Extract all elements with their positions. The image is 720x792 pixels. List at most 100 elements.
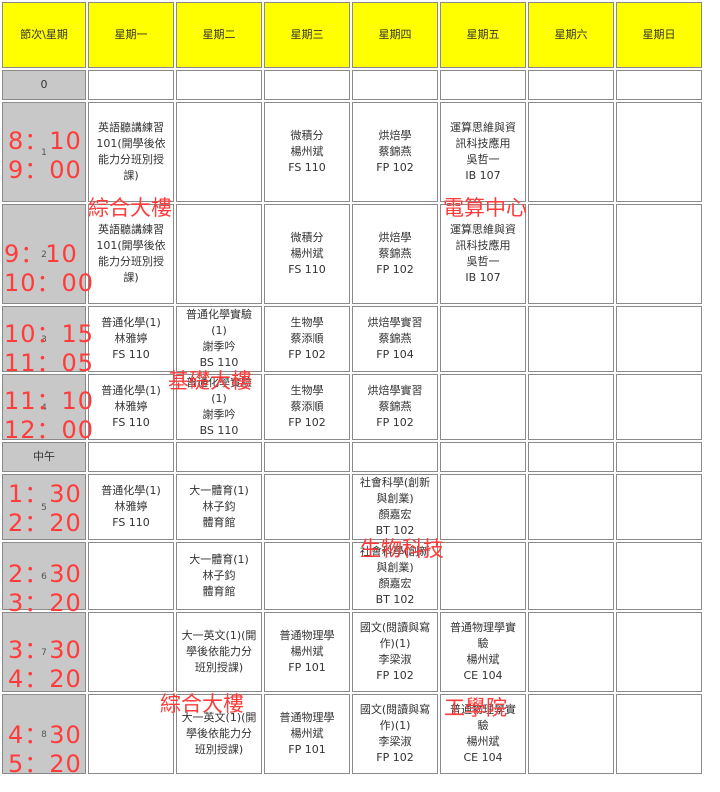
course-text: 國文(閱讀與寫 作)(1) 李梁淑 FP 102 — [359, 703, 431, 764]
course-cell — [352, 442, 438, 472]
course-cell — [616, 542, 702, 610]
course-cell — [440, 542, 526, 610]
course-cell — [616, 474, 702, 540]
course-text: 大一英文(1)(開 學後依能力分 班別授課) — [181, 629, 257, 674]
course-text: 微積分 楊州斌 FS 110 — [288, 231, 326, 276]
course-text: 大一體育(1) 林子鈞 體育館 — [189, 553, 249, 598]
course-cell — [528, 442, 614, 472]
course-cell: 普通物理學 楊州斌 FP 101 — [264, 612, 350, 692]
course-cell — [88, 612, 174, 692]
header-day-sun: 星期日 — [616, 2, 702, 68]
course-text: 普通物理學 楊州斌 FP 101 — [279, 629, 335, 674]
course-cell: 國文(閱讀與寫 作)(1) 李梁淑 FP 102 — [352, 694, 438, 774]
course-text: 運算思維與資 訊科技應用 吳哲一 IB 107 — [450, 121, 516, 182]
period-label: 中午 — [2, 442, 86, 472]
course-cell — [528, 474, 614, 540]
course-cell — [440, 442, 526, 472]
course-text: 普通化學(1) 林雅婷 FS 110 — [101, 316, 161, 361]
period-label: 6 — [2, 542, 86, 610]
course-cell — [176, 102, 262, 202]
course-text: 英語聽講練習 101(開學後依 能力分班別授 課) — [96, 223, 166, 284]
period-label: 1 — [2, 102, 86, 202]
header-day-mon: 星期一 — [88, 2, 174, 68]
course-text: 普通化學(1) 林雅婷 FS 110 — [101, 484, 161, 529]
course-text: 生物學 蔡添順 FP 102 — [288, 316, 326, 361]
course-cell — [528, 70, 614, 100]
course-cell — [264, 474, 350, 540]
course-cell — [528, 612, 614, 692]
course-cell — [440, 374, 526, 440]
table-row: 5 普通化學(1) 林雅婷 FS 110 大一體育(1) 林子鈞 體育館 社會科學(創… — [2, 474, 702, 540]
course-cell — [88, 694, 174, 774]
course-text: 社會科學(創新 與創業) 顏嘉宏 BT 102 — [359, 545, 431, 606]
course-cell — [88, 70, 174, 100]
course-cell: 烘焙學 蔡錦燕 FP 102 — [352, 102, 438, 202]
course-cell: 烘焙學實習 蔡錦燕 FP 104 — [352, 306, 438, 372]
course-cell — [616, 306, 702, 372]
course-cell: 普通化學(1) 林雅婷 FS 110 — [88, 306, 174, 372]
table-row: 3 普通化學(1) 林雅婷 FS 110 普通化學實驗 (1) 謝季吟 BS 110… — [2, 306, 702, 372]
course-cell — [528, 542, 614, 610]
course-text: 生物學 蔡添順 FP 102 — [288, 384, 326, 429]
table-row: 0 — [2, 70, 702, 100]
course-cell — [88, 542, 174, 610]
table-row: 7 大一英文(1)(開 學後依能力分 班別授課) 普通物理學 楊州斌 FP 101 國… — [2, 612, 702, 692]
course-cell — [616, 612, 702, 692]
header-day-tue: 星期二 — [176, 2, 262, 68]
course-text: 普通化學(1) 林雅婷 FS 110 — [101, 384, 161, 429]
period-label: 8 — [2, 694, 86, 774]
course-cell: 大一體育(1) 林子鈞 體育館 — [176, 542, 262, 610]
course-text: 普通物理學實 驗 楊州斌 CE 104 — [450, 703, 516, 764]
course-cell: 大一英文(1)(開 學後依能力分 班別授課) — [176, 694, 262, 774]
course-text: 微積分 楊州斌 FS 110 — [288, 129, 326, 174]
course-cell: 普通化學(1) 林雅婷 FS 110 — [88, 474, 174, 540]
course-cell — [616, 442, 702, 472]
course-text: 運算思維與資 訊科技應用 吳哲一 IB 107 — [450, 223, 516, 284]
course-cell — [616, 694, 702, 774]
course-cell — [264, 542, 350, 610]
header-row: 節次\星期 星期一 星期二 星期三 星期四 星期五 星期六 星期日 — [2, 2, 702, 68]
header-corner: 節次\星期 — [2, 2, 86, 68]
course-cell — [528, 694, 614, 774]
course-cell: 大一英文(1)(開 學後依能力分 班別授課) — [176, 612, 262, 692]
timetable: 節次\星期 星期一 星期二 星期三 星期四 星期五 星期六 星期日 0 1 英語聽講… — [2, 2, 702, 774]
course-text: 大一英文(1)(開 學後依能力分 班別授課) — [181, 711, 257, 756]
course-cell: 國文(閱讀與寫 作)(1) 李梁淑 FP 102 — [352, 612, 438, 692]
course-text: 普通化學實驗 (1) 謝季吟 BS 110 — [186, 308, 252, 369]
course-cell: 微積分 楊州斌 FS 110 — [264, 102, 350, 202]
course-cell — [616, 204, 702, 304]
table-row: 6 大一體育(1) 林子鈞 體育館 社會科學(創新 與創業) 顏嘉宏 BT 102 — [2, 542, 702, 610]
course-cell — [176, 70, 262, 100]
period-number: 6 — [41, 571, 47, 582]
course-text: 國文(閱讀與寫 作)(1) 李梁淑 FP 102 — [359, 621, 431, 682]
period-number: 4 — [41, 402, 47, 413]
course-cell: 普通化學實驗 (1) 謝季吟 BS 110 — [176, 306, 262, 372]
period-number: 5 — [41, 502, 47, 513]
period-number: 中午 — [33, 450, 55, 463]
course-cell — [440, 474, 526, 540]
course-text: 烘焙學實習 蔡錦燕 FP 104 — [367, 316, 423, 361]
course-cell — [616, 102, 702, 202]
course-text: 烘焙學實習 蔡錦燕 FP 102 — [367, 384, 423, 429]
period-label: 7 — [2, 612, 86, 692]
period-label: 3 — [2, 306, 86, 372]
course-cell — [352, 70, 438, 100]
course-cell: 生物學 蔡添順 FP 102 — [264, 306, 350, 372]
header-day-thu: 星期四 — [352, 2, 438, 68]
course-cell — [528, 204, 614, 304]
course-text: 普通化學實驗 (1) 謝季吟 BS 110 — [186, 376, 252, 437]
period-label: 5 — [2, 474, 86, 540]
course-cell — [176, 204, 262, 304]
course-cell — [616, 374, 702, 440]
course-text: 社會科學(創新 與創業) 顏嘉宏 BT 102 — [359, 476, 431, 537]
period-number: 3 — [41, 334, 47, 345]
table-row: 中午 — [2, 442, 702, 472]
course-cell: 普通化學(1) 林雅婷 FS 110 — [88, 374, 174, 440]
course-cell: 英語聽講練習 101(開學後依 能力分班別授 課) — [88, 102, 174, 202]
course-cell: 烘焙學實習 蔡錦燕 FP 102 — [352, 374, 438, 440]
course-cell: 普通化學實驗 (1) 謝季吟 BS 110 — [176, 374, 262, 440]
header-day-fri: 星期五 — [440, 2, 526, 68]
course-text: 英語聽講練習 101(開學後依 能力分班別授 課) — [96, 121, 166, 182]
table-row: 1 英語聽講練習 101(開學後依 能力分班別授 課) 微積分 楊州斌 FS 110… — [2, 102, 702, 202]
course-text: 烘焙學 蔡錦燕 FP 102 — [376, 129, 414, 174]
